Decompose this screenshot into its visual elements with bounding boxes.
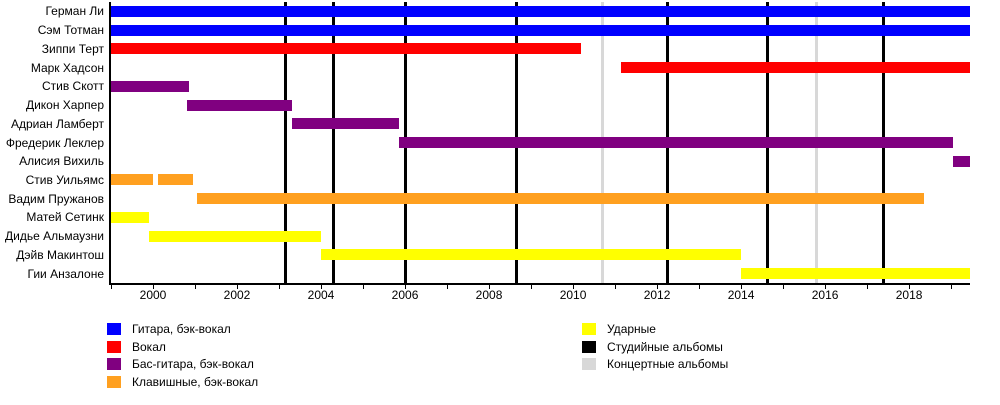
- member-name: Зиппи Терт: [41, 41, 104, 56]
- x-tick: [741, 285, 743, 289]
- member-name: Дидье Альмаузни: [5, 229, 104, 244]
- x-tick: [783, 285, 785, 289]
- x-tick: [321, 285, 323, 289]
- member-name: Дэйв Макинтош: [16, 247, 104, 262]
- legend-swatch-drums: [582, 323, 596, 335]
- x-tick-label: 2014: [727, 288, 755, 302]
- x-tick: [111, 285, 112, 289]
- x-tick: [405, 285, 407, 289]
- legend-label: Гитара, бэк-вокал: [132, 322, 231, 336]
- member-name: Стив Скотт: [41, 79, 104, 94]
- timeline-bar-vocals: [111, 43, 582, 55]
- timeline-bar-keyboards: [158, 174, 193, 186]
- x-tick: [153, 285, 154, 289]
- member-name: Фредерик Леклер: [5, 135, 104, 150]
- x-tick: [867, 285, 869, 289]
- x-tick: [699, 285, 701, 289]
- timeline-bar-bass: [953, 155, 970, 167]
- timeline-bar-guitar: [111, 24, 970, 36]
- legend-swatch-guitar: [107, 323, 121, 335]
- timeline-bar-vocals: [621, 62, 970, 74]
- legend-label: Бас-гитара, бэк-вокал: [132, 357, 254, 371]
- timeline-bar-bass: [291, 118, 399, 130]
- x-tick-label: 2018: [895, 288, 923, 302]
- studio-album-line: [332, 2, 336, 283]
- x-tick: [909, 285, 911, 289]
- timeline-bar-drums: [148, 230, 322, 242]
- legend-label: Вокал: [132, 339, 166, 354]
- member-name: Гии Анзалоне: [27, 266, 104, 281]
- x-tick-label: 2006: [391, 288, 419, 302]
- x-tick-label: 2000: [139, 288, 167, 302]
- legend-swatch-keyboards: [107, 375, 121, 388]
- timeline-bar-keyboards: [197, 193, 924, 205]
- member-name: Матей Сетинк: [26, 210, 104, 225]
- legend-swatch-vocals: [107, 340, 121, 353]
- timeline-bar-drums: [741, 268, 970, 280]
- member-name: Дикон Харпер: [25, 98, 104, 113]
- member-name: Адриан Ламберт: [11, 116, 104, 131]
- x-tick-label: 2016: [811, 288, 839, 302]
- x-tick-label: 2002: [223, 288, 251, 302]
- x-tick: [657, 285, 659, 289]
- x-tick: [951, 285, 953, 289]
- x-tick: [447, 285, 449, 289]
- x-tick: [363, 285, 365, 289]
- y-axis-line: [109, 2, 111, 283]
- member-name: Алисия Вихиль: [19, 154, 104, 169]
- timeline-bar-guitar: [111, 5, 970, 17]
- x-tick-label: 2012: [643, 288, 671, 302]
- x-axis-line: [109, 283, 970, 285]
- timeline-bar-bass: [111, 80, 189, 92]
- member-name: Вадим Пружанов: [8, 191, 104, 206]
- legend-label: Ударные: [607, 322, 656, 336]
- x-tick: [489, 285, 491, 289]
- x-tick: [825, 285, 827, 289]
- x-tick: [279, 285, 281, 289]
- member-name: Марк Хадсон: [30, 60, 104, 75]
- timeline-bar-drums: [321, 249, 742, 261]
- timeline-bar-bass: [186, 99, 292, 111]
- legend-swatch-live_albums: [582, 358, 596, 370]
- x-tick: [615, 285, 617, 289]
- x-tick: [195, 285, 196, 289]
- member-name: Сэм Тотман: [37, 23, 104, 38]
- legend-label: Студийные альбомы: [607, 339, 723, 354]
- x-tick-label: 2010: [559, 288, 587, 302]
- x-tick: [573, 285, 575, 289]
- member-name: Герман Ли: [45, 4, 104, 19]
- x-tick-label: 2008: [475, 288, 503, 302]
- legend-swatch-studio_albums: [582, 340, 596, 353]
- x-tick: [531, 285, 533, 289]
- legend-swatch-bass: [107, 358, 121, 370]
- x-tick: [237, 285, 238, 289]
- timeline-bar-keyboards: [111, 174, 153, 186]
- legend-label: Клавишные, бэк-вокал: [132, 374, 259, 389]
- x-tick-label: 2004: [307, 288, 335, 302]
- timeline-bar-drums: [111, 211, 149, 223]
- studio-album-line: [283, 2, 287, 283]
- member-name: Стив Уильямс: [25, 172, 104, 187]
- timeline-bar-bass: [398, 137, 954, 148]
- legend-label: Концертные альбомы: [607, 357, 729, 371]
